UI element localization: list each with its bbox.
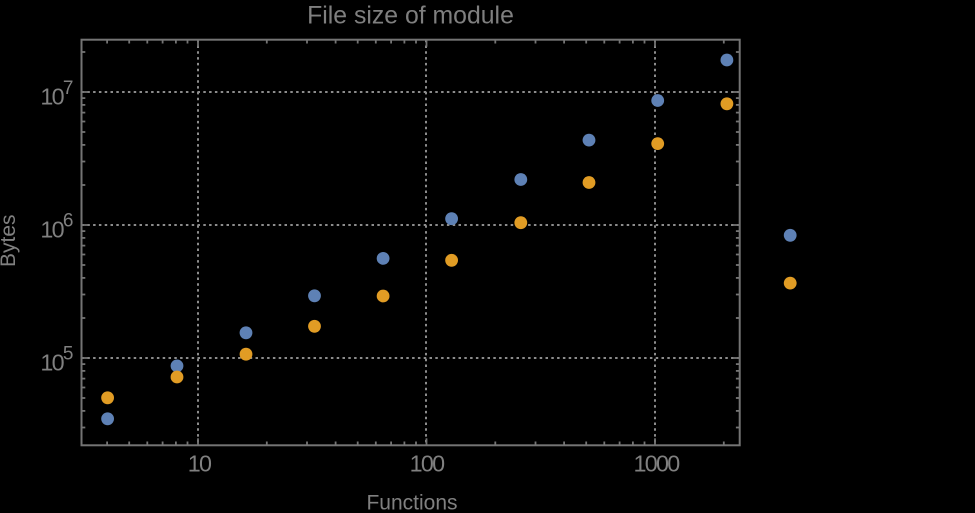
svg-text:Bytes: Bytes — [0, 214, 20, 267]
svg-text:10: 10 — [188, 451, 212, 477]
svg-text:105: 105 — [40, 344, 73, 376]
svg-text:106: 106 — [40, 211, 73, 243]
svg-text:107: 107 — [40, 78, 73, 110]
svg-text:100: 100 — [410, 451, 446, 477]
svg-text:File size of module: File size of module — [307, 3, 514, 30]
svg-text:1000: 1000 — [633, 451, 680, 477]
svg-text:Functions: Functions — [366, 492, 457, 513]
